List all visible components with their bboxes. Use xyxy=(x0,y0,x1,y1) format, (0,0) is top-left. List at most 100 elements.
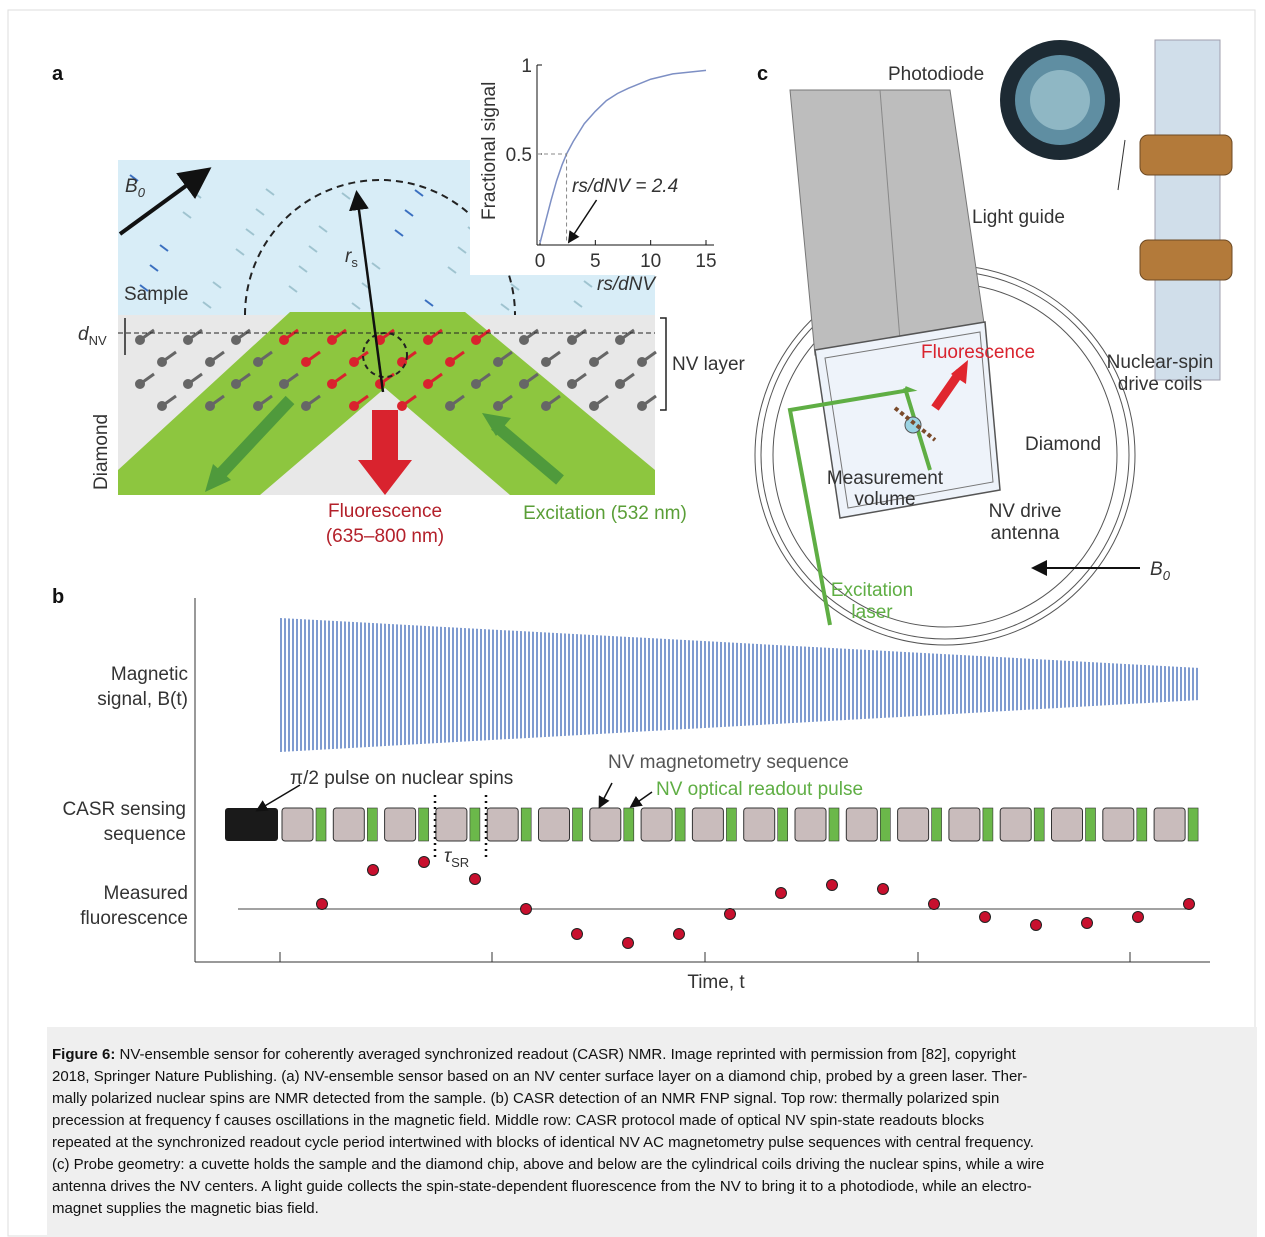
readout-pulse xyxy=(1034,808,1044,841)
pointer xyxy=(1118,140,1125,190)
magnetometry-block xyxy=(1154,808,1185,841)
fluorescence-label: Fluorescence xyxy=(328,501,442,522)
inset-xlabel: rs/dNV xyxy=(597,274,657,295)
tau-label: τSR xyxy=(444,846,469,870)
magnetometry-block xyxy=(1103,808,1134,841)
readout-pulse xyxy=(726,808,736,841)
magnetometry-block xyxy=(333,808,364,841)
panel-c: c Photodiode Light guide Fluorescence Nu… xyxy=(755,40,1232,645)
x-tick-label: 15 xyxy=(695,251,716,272)
callout: Photodiode xyxy=(888,64,984,85)
inset-annotation: rs/dNV = 2.4 xyxy=(572,176,678,197)
fluorescence-point xyxy=(1184,899,1195,910)
b0-label: B0 xyxy=(1150,559,1171,583)
annotation: NV optical readout pulse xyxy=(656,779,863,800)
callout: antenna xyxy=(991,523,1060,544)
panel-label: a xyxy=(52,63,64,85)
x-tick-label: 5 xyxy=(590,251,601,272)
caption-line: Figure 6: NV-ensemble sensor for coheren… xyxy=(52,1046,1017,1063)
fluorescence-points xyxy=(317,857,1195,949)
caption-line: (c) Probe geometry: a cuvette holds the … xyxy=(52,1156,1044,1173)
readout-pulse xyxy=(419,808,429,841)
cuvette-body xyxy=(1155,40,1220,380)
readout-pulse xyxy=(983,808,993,841)
callout: Light guide xyxy=(972,207,1065,228)
fluorescence-point xyxy=(878,884,889,895)
magnetometry-block xyxy=(539,808,570,841)
fluorescence-point xyxy=(776,888,787,899)
magnetometry-block xyxy=(744,808,775,841)
nv-bracket xyxy=(660,318,666,410)
caption-line: antenna drives the NV centers. A light g… xyxy=(52,1178,1032,1195)
magnetometry-block xyxy=(949,808,980,841)
callout: Measurement xyxy=(827,468,944,489)
pointer xyxy=(600,783,612,806)
fluorescence-point xyxy=(929,899,940,910)
panel-label: c xyxy=(757,63,768,85)
readout-pulse xyxy=(521,808,531,841)
callout: Excitation xyxy=(831,580,913,601)
panel-a: a B0 Sample Diamond dNV rs NV layer Fluo… xyxy=(52,55,746,547)
fluorescence-point xyxy=(317,899,328,910)
sample-label: Sample xyxy=(124,284,188,305)
sequence-blocks xyxy=(280,808,1198,962)
fluorescence-point xyxy=(572,929,583,940)
callout: volume xyxy=(854,489,915,510)
row-label: signal, B(t) xyxy=(97,689,188,710)
readout-pulse xyxy=(932,808,942,841)
caption-line: 2018, Springer Nature Publishing. (a) NV… xyxy=(52,1068,1027,1085)
callout: NV drive xyxy=(989,501,1062,522)
y-tick-label: 1 xyxy=(521,56,532,77)
readout-pulse xyxy=(778,808,788,841)
magnetometry-block xyxy=(487,808,518,841)
caption-line: mally polarized nuclear spins are NMR de… xyxy=(52,1090,999,1107)
nv-layer-label: NV layer xyxy=(672,354,746,375)
panel-label: b xyxy=(52,586,64,608)
pointer xyxy=(632,792,652,806)
readout-pulse xyxy=(1137,808,1147,841)
fluorescence-point xyxy=(1082,918,1093,929)
readout-pulse xyxy=(316,808,326,841)
row-label: CASR sensing xyxy=(62,799,186,820)
magnetometry-block xyxy=(385,808,416,841)
readout-pulse xyxy=(675,808,685,841)
caption-line: magnet supplies the magnetic bias field. xyxy=(52,1200,319,1217)
photodiode xyxy=(1030,70,1090,130)
fluorescence-point xyxy=(980,912,991,923)
readout-pulse xyxy=(1188,808,1198,841)
row-label: Magnetic xyxy=(111,664,188,685)
diamond-label: Diamond xyxy=(91,414,112,490)
fluorescence-point xyxy=(674,929,685,940)
magnetometry-block xyxy=(641,808,672,841)
fluorescence-point xyxy=(419,857,430,868)
callout: Diamond xyxy=(1025,434,1101,455)
readout-pulse xyxy=(624,808,634,841)
callout: drive coils xyxy=(1118,374,1202,395)
magnetometry-block xyxy=(1000,808,1031,841)
magnetometry-block xyxy=(846,808,877,841)
light-guide xyxy=(790,90,985,355)
readout-pulse xyxy=(829,808,839,841)
callout: Nuclear-spin xyxy=(1107,352,1214,373)
coil xyxy=(1140,240,1232,280)
fluorescence-point xyxy=(1133,912,1144,923)
fluorescence-label: (635–800 nm) xyxy=(326,526,444,547)
pi-pulse xyxy=(225,808,278,841)
excitation-label: Excitation (532 nm) xyxy=(523,503,687,524)
magnetometry-block xyxy=(590,808,621,841)
dnv-label: dNV xyxy=(78,324,107,348)
fluorescence-point xyxy=(725,909,736,920)
magnetometry-block xyxy=(436,808,467,841)
readout-pulse xyxy=(367,808,377,841)
fluorescence-point xyxy=(368,865,379,876)
annotation: NV magnetometry sequence xyxy=(608,752,849,773)
magnetometry-block xyxy=(795,808,826,841)
magnetometry-block xyxy=(898,808,929,841)
readout-pulse xyxy=(880,808,890,841)
figure: a B0 Sample Diamond dNV rs NV layer Fluo… xyxy=(0,0,1265,1237)
x-tick-label: 10 xyxy=(640,251,661,272)
coil xyxy=(1140,135,1232,175)
magnetometry-block xyxy=(692,808,723,841)
fluorescence-point xyxy=(470,874,481,885)
caption-line: repeated at the synchronized readout cyc… xyxy=(52,1134,1034,1151)
